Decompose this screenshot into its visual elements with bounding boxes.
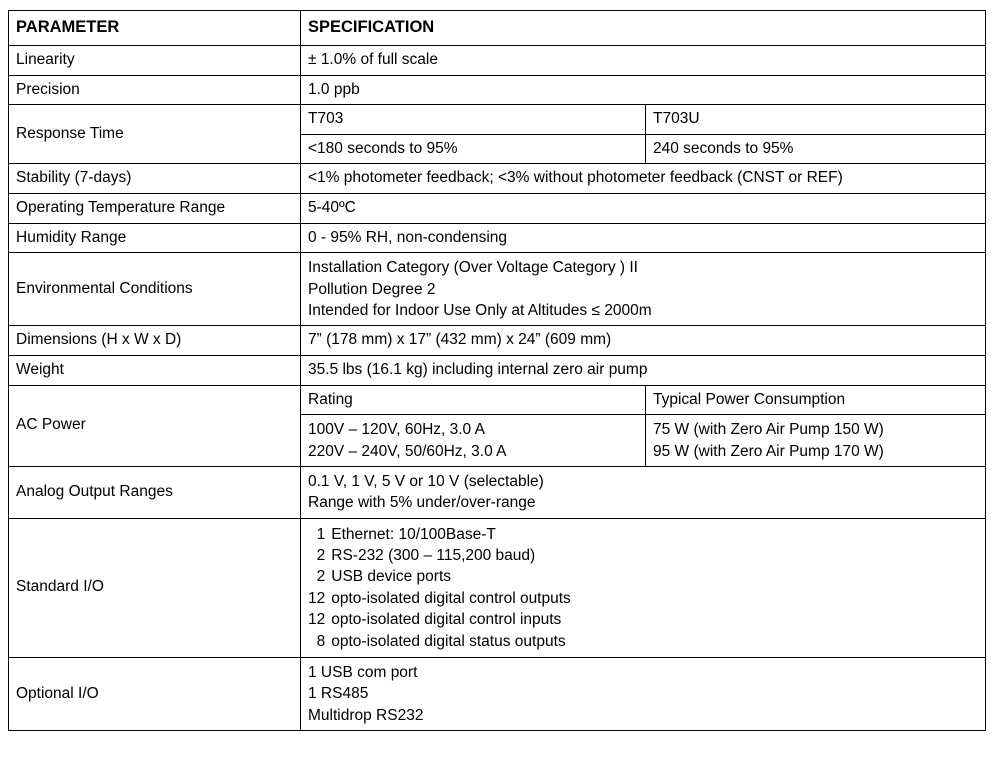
standard-io-qty-1: 1 — [316, 525, 326, 543]
optional-io-line-3: Multidrop RS232 — [308, 706, 424, 724]
parameter-weight: Weight — [8, 354, 301, 386]
ac-power-consumption-line-1: 75 W (with Zero Air Pump 150 W) — [653, 421, 884, 439]
list-item: 12 opto-isolated digital control outputs — [308, 588, 571, 609]
table-row-ac-power-headers: AC Power Rating Typical Power Consumptio… — [8, 384, 987, 467]
parameter-dimensions: Dimensions (H x W x D) — [8, 325, 301, 356]
value-ac-power-consumption: 75 W (with Zero Air Pump 150 W) 95 W (wi… — [644, 414, 987, 467]
parameter-operating-temperature-range: Operating Temperature Range — [8, 192, 301, 224]
list-item: 2 USB device ports — [308, 566, 571, 587]
analog-output-line-2: Range with 5% under/over-range — [308, 494, 536, 512]
table-row-environmental-conditions: Environmental Conditions Installation Ca… — [8, 252, 987, 327]
table-row-stability: Stability (7-days) <1% photometer feedba… — [8, 163, 987, 194]
ac-power-rating-line-1: 100V – 120V, 60Hz, 3.0 A — [308, 421, 485, 439]
value-optional-io: 1 USB com port 1 RS485 Multidrop RS232 — [299, 656, 987, 732]
optional-io-line-1: 1 USB com port — [308, 663, 418, 681]
analog-output-line-1: 0.1 V, 1 V, 5 V or 10 V (selectable) — [308, 472, 544, 490]
value-stability: <1% photometer feedback; <3% without pho… — [299, 163, 987, 194]
table-row-optional-io: Optional I/O 1 USB com port 1 RS485 Mult… — [8, 656, 987, 732]
table-row-dimensions: Dimensions (H x W x D) 7” (178 mm) x 17”… — [8, 325, 987, 356]
value-humidity-range: 0 - 95% RH, non-condensing — [299, 222, 987, 254]
standard-io-qty-4: 12 — [308, 589, 326, 607]
parameter-analog-output-ranges: Analog Output Ranges — [8, 465, 301, 519]
parameter-precision: Precision — [8, 74, 301, 106]
environmental-line-2: Pollution Degree 2 — [308, 280, 436, 298]
table-row-precision: Precision 1.0 ppb — [8, 74, 987, 106]
table-row-response-time-headers: Response Time T703 T703U — [8, 104, 987, 165]
standard-io-label-3: USB device ports — [331, 568, 451, 586]
environmental-line-1: Installation Category (Over Voltage Cate… — [308, 259, 638, 277]
value-ac-power-rating: 100V – 120V, 60Hz, 3.0 A 220V – 240V, 50… — [300, 414, 646, 467]
table-row-response-time-values: <180 seconds to 95% 240 seconds to 95% — [9, 133, 987, 165]
list-item: 12 opto-isolated digital control inputs — [308, 609, 571, 630]
standard-io-qty-3: 2 — [316, 568, 326, 586]
column-header-parameter: PARAMETER — [8, 10, 301, 46]
standard-io-qty-6: 8 — [316, 632, 326, 650]
table-row-standard-io: Standard I/O 1 Ethernet: 10/100Base-T 2 … — [8, 517, 987, 658]
parameter-environmental-conditions: Environmental Conditions — [8, 252, 301, 327]
standard-io-label-5: opto-isolated digital control inputs — [331, 611, 562, 629]
standard-io-label-1: Ethernet: 10/100Base-T — [331, 525, 496, 543]
column-header-specification: SPECIFICATION — [299, 10, 987, 46]
parameter-humidity-range: Humidity Range — [8, 222, 301, 254]
table-row-weight: Weight 35.5 lbs (16.1 kg) including inte… — [8, 354, 987, 386]
standard-io-qty-2: 2 — [316, 547, 326, 565]
table-header-row: PARAMETER SPECIFICATION — [8, 10, 987, 46]
table-row-operating-temperature-range: Operating Temperature Range 5-40ºC — [8, 192, 987, 224]
standard-io-label-4: opto-isolated digital control outputs — [331, 589, 571, 607]
standard-io-list: 1 Ethernet: 10/100Base-T 2 RS-232 (300 –… — [308, 524, 571, 652]
parameter-stability: Stability (7-days) — [8, 163, 301, 194]
value-operating-temperature-range: 5-40ºC — [299, 192, 987, 224]
value-analog-output-ranges: 0.1 V, 1 V, 5 V or 10 V (selectable) Ran… — [299, 465, 987, 519]
parameter-ac-power: AC Power — [8, 384, 301, 467]
table-row-ac-power-values: 100V – 120V, 60Hz, 3.0 A 220V – 240V, 50… — [9, 414, 987, 467]
optional-io-line-2: 1 RS485 — [308, 685, 369, 703]
subheader-response-time-t703u: T703U — [644, 104, 987, 135]
value-response-time-t703: <180 seconds to 95% — [300, 133, 646, 165]
list-item: 8 opto-isolated digital status outputs — [308, 631, 571, 652]
value-precision: 1.0 ppb — [299, 74, 987, 106]
standard-io-label-2: RS-232 (300 – 115,200 baud) — [331, 547, 536, 565]
parameter-optional-io: Optional I/O — [8, 656, 301, 732]
environmental-line-3: Intended for Indoor Use Only at Altitude… — [308, 301, 652, 319]
value-weight: 35.5 lbs (16.1 kg) including internal ze… — [299, 354, 987, 386]
parameter-linearity: Linearity — [8, 44, 301, 76]
subheader-ac-power-rating: Rating — [300, 384, 646, 416]
value-linearity: ± 1.0% of full scale — [299, 44, 987, 76]
standard-io-label-6: opto-isolated digital status outputs — [331, 632, 566, 650]
table-row-analog-output-ranges: Analog Output Ranges 0.1 V, 1 V, 5 V or … — [8, 465, 987, 519]
list-item: 2 RS-232 (300 – 115,200 baud) — [308, 545, 571, 566]
specification-table: PARAMETER SPECIFICATION Linearity ± 1.0%… — [8, 10, 987, 732]
parameter-standard-io: Standard I/O — [8, 517, 301, 658]
list-item: 1 Ethernet: 10/100Base-T — [308, 524, 571, 545]
subheader-response-time-t703: T703 — [300, 104, 646, 135]
value-dimensions: 7” (178 mm) x 17” (432 mm) x 24” (609 mm… — [299, 325, 987, 356]
value-response-time-t703u: 240 seconds to 95% — [644, 133, 987, 165]
ac-power-consumption-line-2: 95 W (with Zero Air Pump 170 W) — [653, 442, 884, 460]
value-standard-io: 1 Ethernet: 10/100Base-T 2 RS-232 (300 –… — [299, 517, 987, 658]
value-environmental-conditions: Installation Category (Over Voltage Cate… — [299, 252, 987, 327]
ac-power-rating-line-2: 220V – 240V, 50/60Hz, 3.0 A — [308, 442, 507, 460]
subheader-ac-power-typical-consumption: Typical Power Consumption — [644, 384, 987, 416]
parameter-response-time: Response Time — [8, 104, 301, 165]
standard-io-qty-5: 12 — [308, 611, 326, 629]
table-row-humidity-range: Humidity Range 0 - 95% RH, non-condensin… — [8, 222, 987, 254]
table-row-linearity: Linearity ± 1.0% of full scale — [8, 44, 987, 76]
